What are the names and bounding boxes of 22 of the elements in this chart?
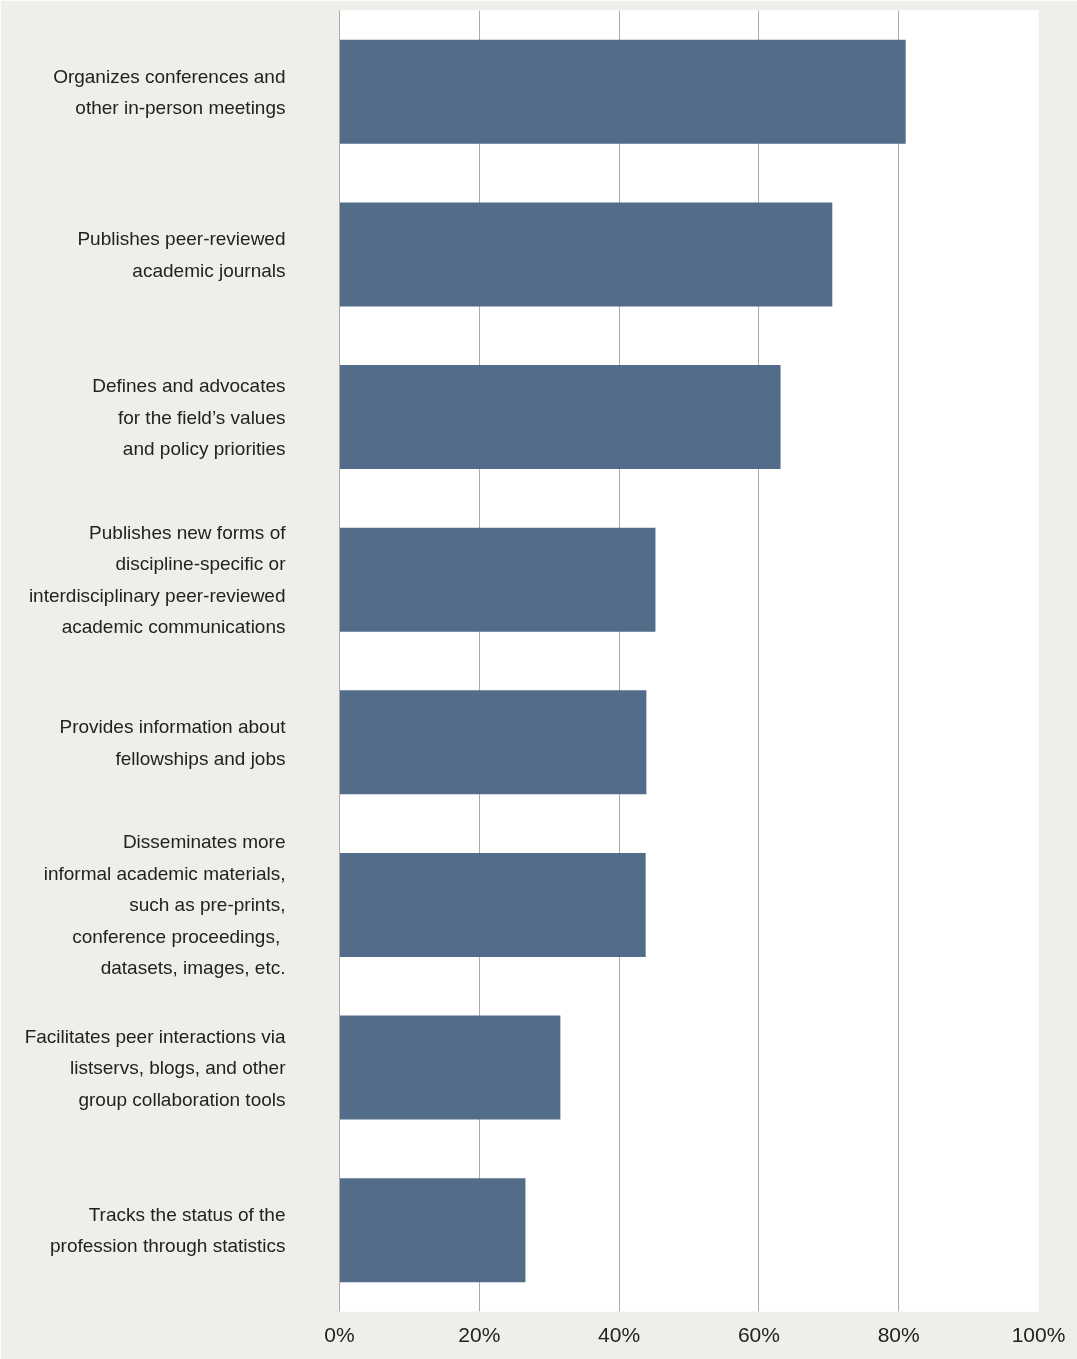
- y-tick-label: Organizes conferences and other in-person meetings: [53, 65, 286, 119]
- x-tick-label: 0%: [324, 1322, 355, 1346]
- bar: [339, 365, 781, 470]
- x-tick-label: 60%: [737, 1322, 780, 1346]
- bar: [339, 690, 647, 795]
- y-tick-label: Publishes new forms of discipline-specific or interdisciplinary peer-reviewed academic communications: [28, 521, 287, 638]
- y-tick-label: Provides information about fellowships and jobs: [59, 716, 287, 769]
- bar: [339, 39, 906, 144]
- bar: [339, 1015, 561, 1120]
- x-tick-label: 40%: [598, 1322, 641, 1346]
- bar: [339, 1178, 526, 1283]
- bar: [339, 852, 646, 957]
- x-tick-label: 100%: [1011, 1322, 1066, 1346]
- bar: [339, 527, 656, 632]
- y-tick-label: Facilitates peer interactions via listservs, blogs, and other group collaboration tools: [24, 1025, 287, 1110]
- y-tick-label: Publishes peer-reviewed academic journals: [77, 228, 286, 281]
- y-tick-label: Disseminates more informal academic materials, such as pre-prints, conference proceedings, datasets, images, etc.: [43, 831, 286, 979]
- y-tick-label: Defines and advocates for the field’s values and policy priorities: [92, 375, 286, 460]
- bar: [339, 202, 833, 307]
- y-tick-label: Tracks the status of the profession through statistics: [49, 1203, 286, 1257]
- x-tick-label: 80%: [877, 1322, 920, 1346]
- x-tick-label: 20%: [458, 1322, 501, 1346]
